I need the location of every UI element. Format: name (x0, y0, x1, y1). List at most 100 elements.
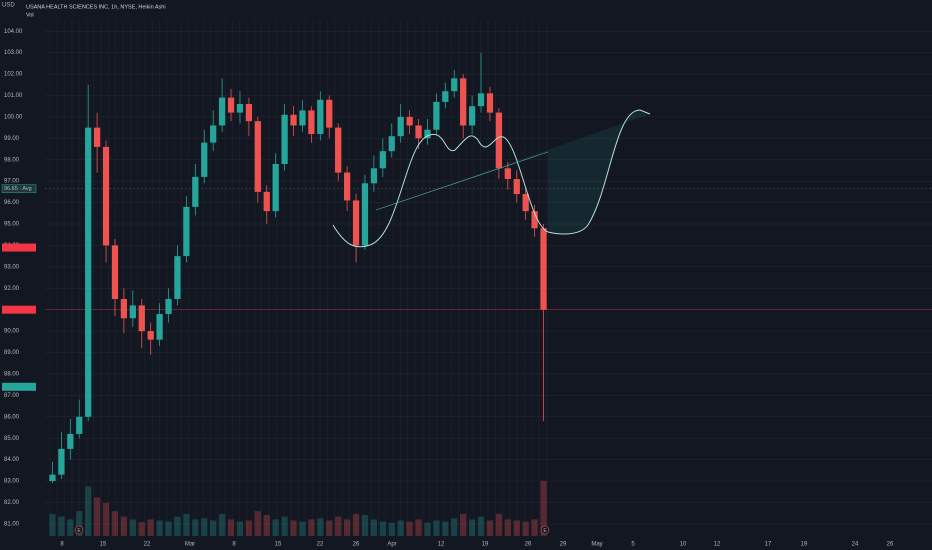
y-tick-label: 98.00 (4, 157, 20, 163)
candle-body (76, 416, 83, 434)
candle-body (281, 114, 288, 165)
volume-bar (49, 513, 56, 536)
candle-body (335, 127, 342, 173)
candle-body (352, 200, 360, 246)
x-tick-label: 26 (525, 542, 532, 548)
x-tick-label: Apr (387, 542, 396, 548)
y-tick-label: 82.00 (4, 500, 20, 506)
volume-bar (335, 516, 342, 536)
candle-body (156, 313, 163, 340)
x-tick-label: 8 (232, 542, 236, 548)
y-tick-label: 92.00 (4, 286, 20, 292)
candle-body (433, 101, 440, 130)
candle-body (227, 97, 235, 113)
earnings-marker-label: E (77, 528, 81, 534)
avg-label-box (1, 184, 37, 193)
x-tick-label: May (591, 542, 602, 548)
volume-bar (406, 521, 413, 536)
candle-body (388, 136, 395, 152)
y-tick-label: 81.00 (4, 521, 20, 527)
x-tick-label: 29 (560, 542, 567, 548)
price-level-box (2, 382, 36, 391)
candle-body (201, 142, 208, 177)
candle-body (522, 194, 529, 212)
volume-bar (183, 513, 190, 536)
y-tick-label: 97.00 (4, 179, 20, 185)
x-tick-label: 26 (887, 542, 894, 548)
candle-body (540, 228, 547, 310)
volume-bar (379, 521, 386, 536)
candle-body (317, 99, 324, 135)
volume-bar (370, 519, 378, 536)
forecast-cone (376, 110, 650, 235)
volume-bar (85, 486, 92, 536)
candle-body (192, 176, 199, 207)
y-tick-label: 96.00 (4, 200, 20, 206)
forecast-curve (332, 109, 651, 248)
volume-bar (397, 520, 404, 536)
candle-body (361, 183, 369, 246)
volume-bar (477, 516, 485, 536)
volume-bar (58, 516, 65, 536)
y-tick-label: 87.00 (4, 393, 20, 399)
candle-body (254, 121, 261, 192)
volume-bar (504, 519, 511, 536)
candle-body (183, 206, 190, 257)
x-tick-label: Mar (185, 542, 195, 548)
volume-bar (540, 480, 547, 536)
volume-bar (218, 513, 226, 536)
price-level-box (2, 305, 36, 314)
x-tick-label: 10 (680, 542, 687, 548)
x-tick-label: 15 (100, 542, 107, 548)
volume-bar (442, 521, 449, 536)
candle-body (424, 129, 431, 139)
candle-body (460, 78, 467, 126)
volume-bar (263, 515, 270, 536)
volume-bar (93, 497, 101, 536)
candle-body (165, 298, 172, 314)
volume-bar (317, 518, 324, 536)
x-tick-label: 24 (852, 542, 859, 548)
volume-bar (102, 502, 110, 536)
y-tick-label: 99.00 (4, 136, 20, 142)
y-tick-label: 100.00 (4, 114, 23, 120)
candle-body (147, 331, 154, 340)
candle-body (263, 191, 270, 212)
earnings-marker-label: E (543, 528, 547, 534)
volume-bar (156, 520, 163, 536)
candle-body (129, 305, 136, 319)
volume-bar (352, 513, 360, 536)
volume-bar (424, 522, 431, 536)
volume-bar (165, 521, 172, 536)
volume-bar (513, 520, 520, 536)
x-tick-label: 8 (60, 542, 64, 548)
y-tick-label: 103.00 (4, 50, 23, 56)
candle-body (451, 78, 458, 92)
volume-bar (120, 516, 128, 536)
candle-body (379, 151, 386, 169)
candle-body (343, 172, 351, 201)
candle-body (174, 256, 181, 299)
y-tick-label: 101.00 (4, 93, 23, 99)
volume-bar (76, 511, 83, 536)
candle-body (397, 116, 404, 137)
candle-body (513, 179, 520, 195)
candle-body (290, 114, 297, 126)
volume-bar (308, 519, 315, 536)
y-tick-label: 90.00 (4, 329, 20, 335)
volume-bar (415, 519, 422, 536)
volume-bar (290, 520, 297, 536)
x-tick-label: 12 (714, 542, 721, 548)
x-tick-label: 26 (353, 542, 360, 548)
volume-bar (433, 520, 440, 536)
x-tick-label: 12 (438, 542, 445, 548)
y-tick-label: 104.00 (4, 29, 23, 35)
volume-bar (388, 522, 395, 536)
candle-body (406, 116, 413, 126)
candle-body (468, 106, 476, 126)
volume-bar (531, 519, 538, 536)
candle-body (120, 298, 128, 319)
avg-label: 96.65 · Avg (4, 186, 32, 192)
currency-label: USD (2, 3, 15, 9)
volume-bar (326, 520, 333, 536)
